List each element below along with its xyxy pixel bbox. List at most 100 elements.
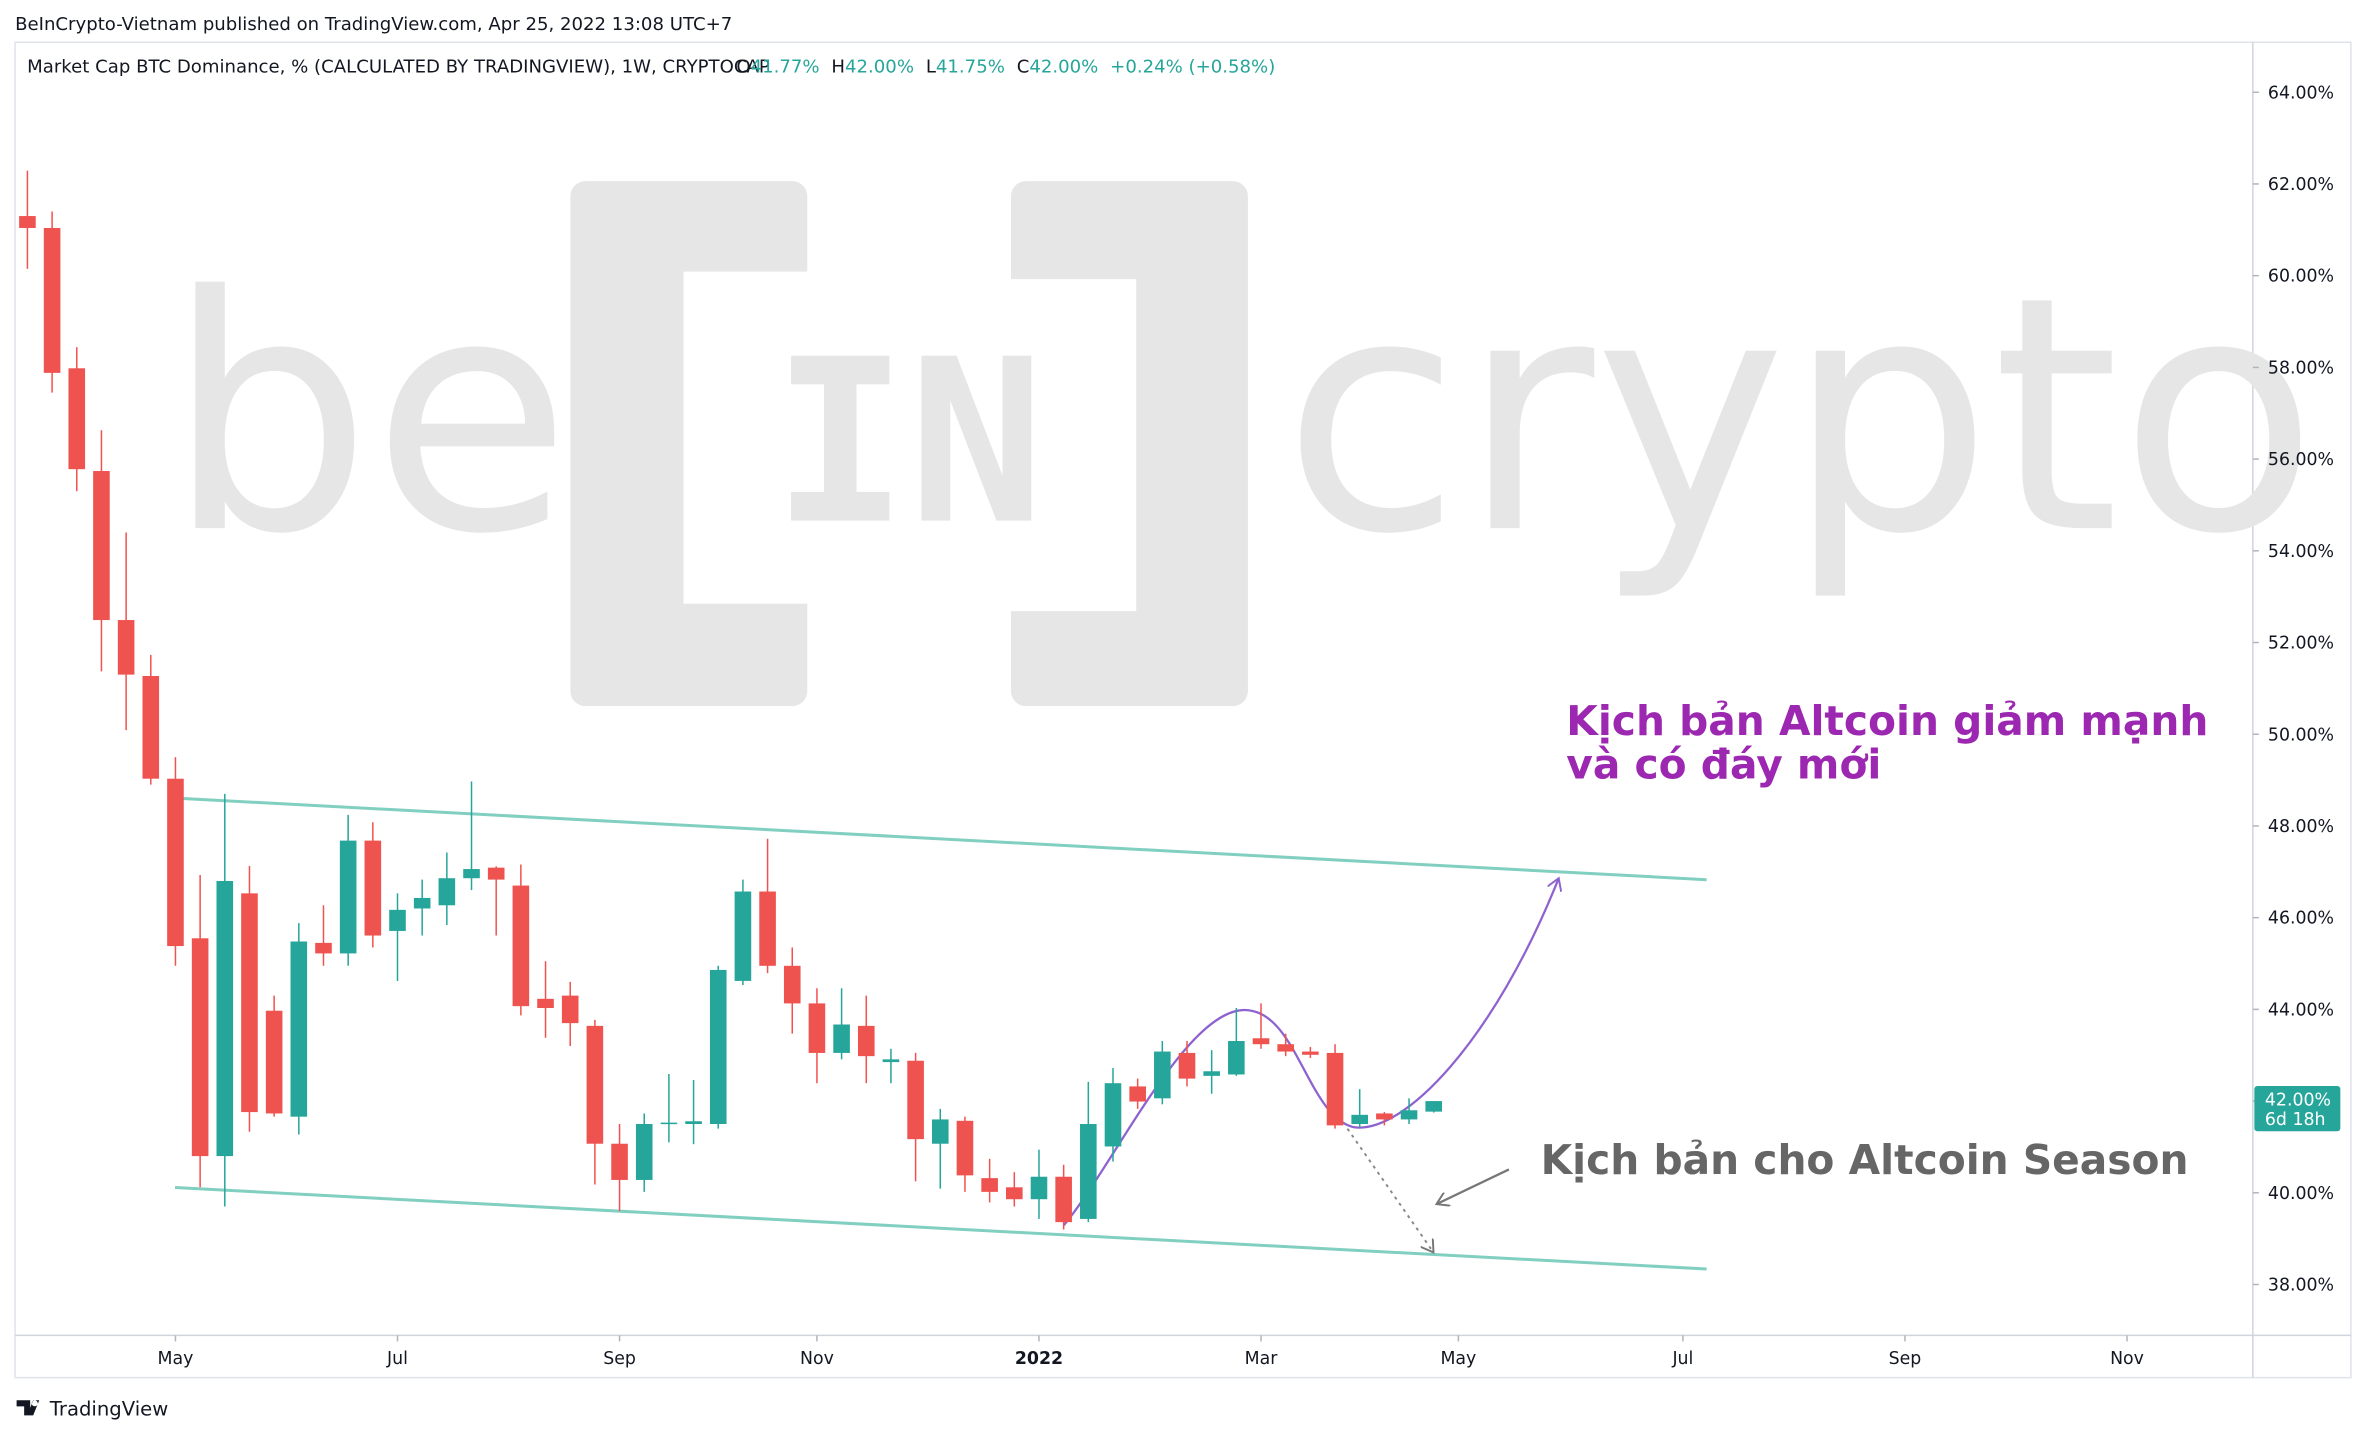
x-tick-label: Nov bbox=[800, 1349, 834, 1369]
header: BeInCrypto-Vietnam published on TradingV… bbox=[15, 14, 732, 35]
candle-body bbox=[389, 909, 406, 931]
x-tick-label: Jul bbox=[1671, 1349, 1693, 1369]
y-tick-label: 58.00% bbox=[2268, 358, 2334, 378]
candle-body bbox=[734, 891, 752, 981]
candle-body bbox=[783, 965, 801, 1004]
y-tick-label: 48.00% bbox=[2268, 817, 2334, 837]
candle-body bbox=[339, 840, 357, 954]
candle-body bbox=[660, 1122, 678, 1125]
symbol: Market Cap BTC Dominance, % (CALCULATED … bbox=[27, 56, 770, 77]
x-tick-label: Sep bbox=[1889, 1349, 1922, 1369]
candle-body bbox=[43, 227, 61, 373]
scenario-arrow bbox=[1346, 1128, 1433, 1253]
candle-body bbox=[759, 891, 776, 966]
candle-body bbox=[512, 885, 530, 1007]
candle-body bbox=[93, 471, 110, 621]
bracket bbox=[570, 181, 808, 707]
last-price-box bbox=[2254, 1085, 2341, 1132]
candle-body bbox=[537, 998, 554, 1008]
candle-body bbox=[956, 1120, 974, 1176]
annotation: Kịch bản cho Altcoin Season bbox=[1541, 1136, 2189, 1184]
annotation: Kịch bản Altcoin giảm mạnh bbox=[1566, 697, 2208, 745]
scenario-arrow bbox=[1062, 878, 1559, 1226]
candle-body bbox=[167, 778, 184, 947]
watermark: be IN crypto bbox=[166, 181, 2318, 707]
candle-body bbox=[241, 893, 258, 1113]
y-tick-label: 46.00% bbox=[2268, 909, 2334, 929]
frame bbox=[14, 41, 2352, 1379]
candle-body bbox=[931, 1119, 949, 1144]
candle-body bbox=[19, 216, 36, 228]
watermark-text: IN bbox=[772, 312, 1045, 575]
ohlc: O41.77% H42.00% L41.75% C42.00% +0.24% (… bbox=[736, 56, 1275, 77]
candle-body bbox=[1203, 1071, 1220, 1076]
pointer-arrow bbox=[1437, 1168, 1510, 1204]
candle-body bbox=[635, 1124, 653, 1180]
y-tick-label: 40.00% bbox=[2268, 1184, 2334, 1204]
candle-body bbox=[611, 1143, 628, 1180]
x-tick-label: May bbox=[158, 1349, 194, 1369]
y-tick-label: 56.00% bbox=[2268, 450, 2334, 470]
x-tick-label: Mar bbox=[1245, 1349, 1279, 1369]
candle-body bbox=[1129, 1086, 1146, 1102]
y-tick-label: 50.00% bbox=[2268, 725, 2334, 745]
x-tick-label: Jul bbox=[386, 1349, 408, 1369]
candle-body bbox=[1154, 1051, 1171, 1099]
watermark-text: be bbox=[166, 227, 572, 605]
y-tick-label: 62.00% bbox=[2268, 175, 2334, 195]
y-tick-label: 64.00% bbox=[2268, 83, 2334, 103]
candle-body bbox=[315, 942, 332, 954]
ohlc-key: H bbox=[831, 56, 845, 77]
y-tick-label: 44.00% bbox=[2268, 1000, 2334, 1020]
change: +0.24% (+0.58%) bbox=[1110, 56, 1275, 77]
legend: Market Cap BTC Dominance, % (CALCULATED … bbox=[27, 56, 1275, 77]
ohlc-key: O bbox=[736, 56, 750, 77]
candle-body bbox=[364, 840, 382, 936]
trend-line bbox=[177, 796, 1707, 882]
ohlc-key: L bbox=[926, 56, 936, 77]
candles bbox=[19, 170, 1443, 1230]
y-tick-label: 54.00% bbox=[2268, 542, 2334, 562]
candle-body bbox=[1326, 1052, 1344, 1126]
candle-body bbox=[1006, 1187, 1023, 1200]
candle-body bbox=[586, 1025, 604, 1144]
x-tick-label: May bbox=[1440, 1349, 1476, 1369]
candle-body bbox=[981, 1178, 998, 1192]
footer: TradingView bbox=[16, 1397, 168, 1420]
candle-body bbox=[685, 1121, 702, 1125]
candle-body bbox=[1400, 1110, 1418, 1120]
footer-text: TradingView bbox=[49, 1397, 168, 1420]
ohlc-value: 41.77% bbox=[751, 56, 820, 77]
annotation: và có đáy mới bbox=[1566, 741, 1881, 789]
candle-body bbox=[290, 941, 308, 1117]
x-tick-label: 2022 bbox=[1015, 1349, 1063, 1369]
candle-body bbox=[1030, 1176, 1048, 1200]
candle-body bbox=[142, 675, 160, 779]
ohlc-value: 41.75% bbox=[936, 56, 1005, 77]
candle-body bbox=[1376, 1113, 1393, 1120]
candle-body bbox=[463, 869, 480, 879]
candle-body bbox=[1080, 1124, 1097, 1219]
watermark-text: crypto bbox=[1283, 227, 2318, 605]
candle-body bbox=[1252, 1038, 1270, 1045]
candle-body bbox=[265, 1010, 283, 1114]
candle-body bbox=[1277, 1044, 1294, 1052]
bracket bbox=[1010, 181, 1248, 707]
ohlc-value: 42.00% bbox=[845, 56, 914, 77]
candle-body bbox=[1351, 1114, 1369, 1125]
candle-body bbox=[833, 1024, 850, 1053]
candle-body bbox=[487, 867, 505, 880]
candle-body bbox=[1055, 1176, 1072, 1223]
ohlc-value: 42.00% bbox=[1029, 56, 1098, 77]
candle-body bbox=[1178, 1052, 1196, 1079]
countdown-label: 6d 18h bbox=[2265, 1110, 2326, 1130]
ohlc-key: C bbox=[1017, 56, 1030, 77]
candle-body bbox=[857, 1025, 875, 1057]
candle-body bbox=[216, 880, 234, 1157]
candle-body bbox=[808, 1003, 826, 1053]
candle-body bbox=[413, 897, 431, 909]
candle-body bbox=[882, 1059, 900, 1063]
x-tick-label: Nov bbox=[2110, 1349, 2144, 1369]
